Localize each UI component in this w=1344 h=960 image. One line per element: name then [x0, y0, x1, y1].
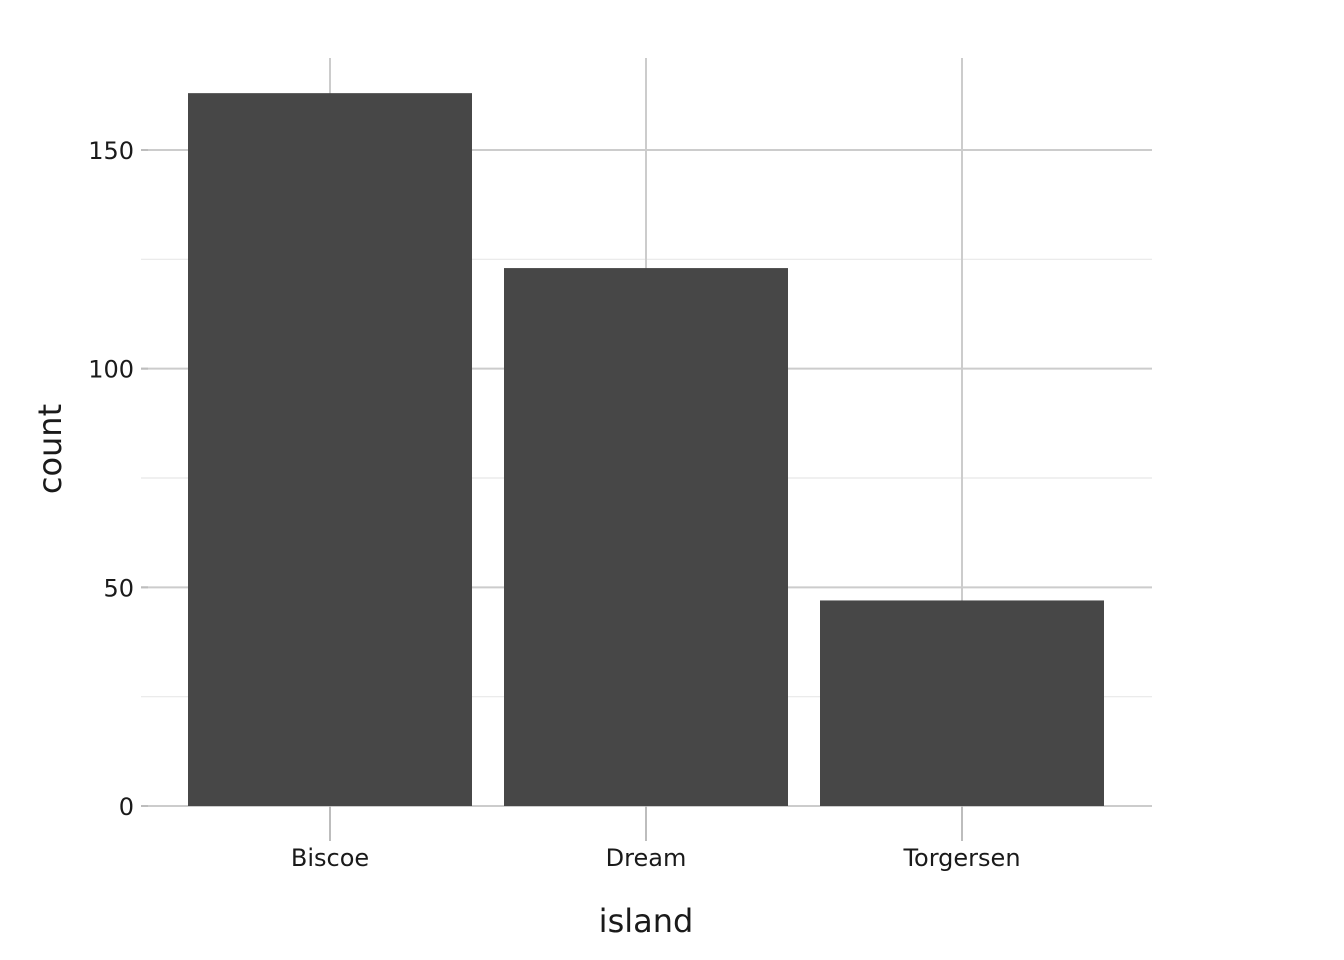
bar-biscoe	[188, 93, 472, 806]
tick-labels: 0 50 100 150 Biscoe Dream Torgersen	[88, 137, 1020, 872]
x-axis-title: island	[599, 902, 694, 940]
bars	[188, 93, 1104, 807]
axis-ticks	[141, 149, 963, 841]
x-tick-label: Torgersen	[902, 844, 1020, 872]
y-tick-label: 0	[119, 793, 134, 821]
bar-dream	[504, 268, 788, 807]
x-tick-label: Dream	[606, 844, 687, 872]
x-tick-label: Biscoe	[291, 844, 369, 872]
y-tick-label: 100	[88, 356, 134, 384]
bar-torgersen	[820, 600, 1104, 806]
y-axis-title: count	[31, 404, 69, 494]
y-tick-label: 150	[88, 137, 134, 165]
y-tick-label: 50	[103, 574, 134, 602]
